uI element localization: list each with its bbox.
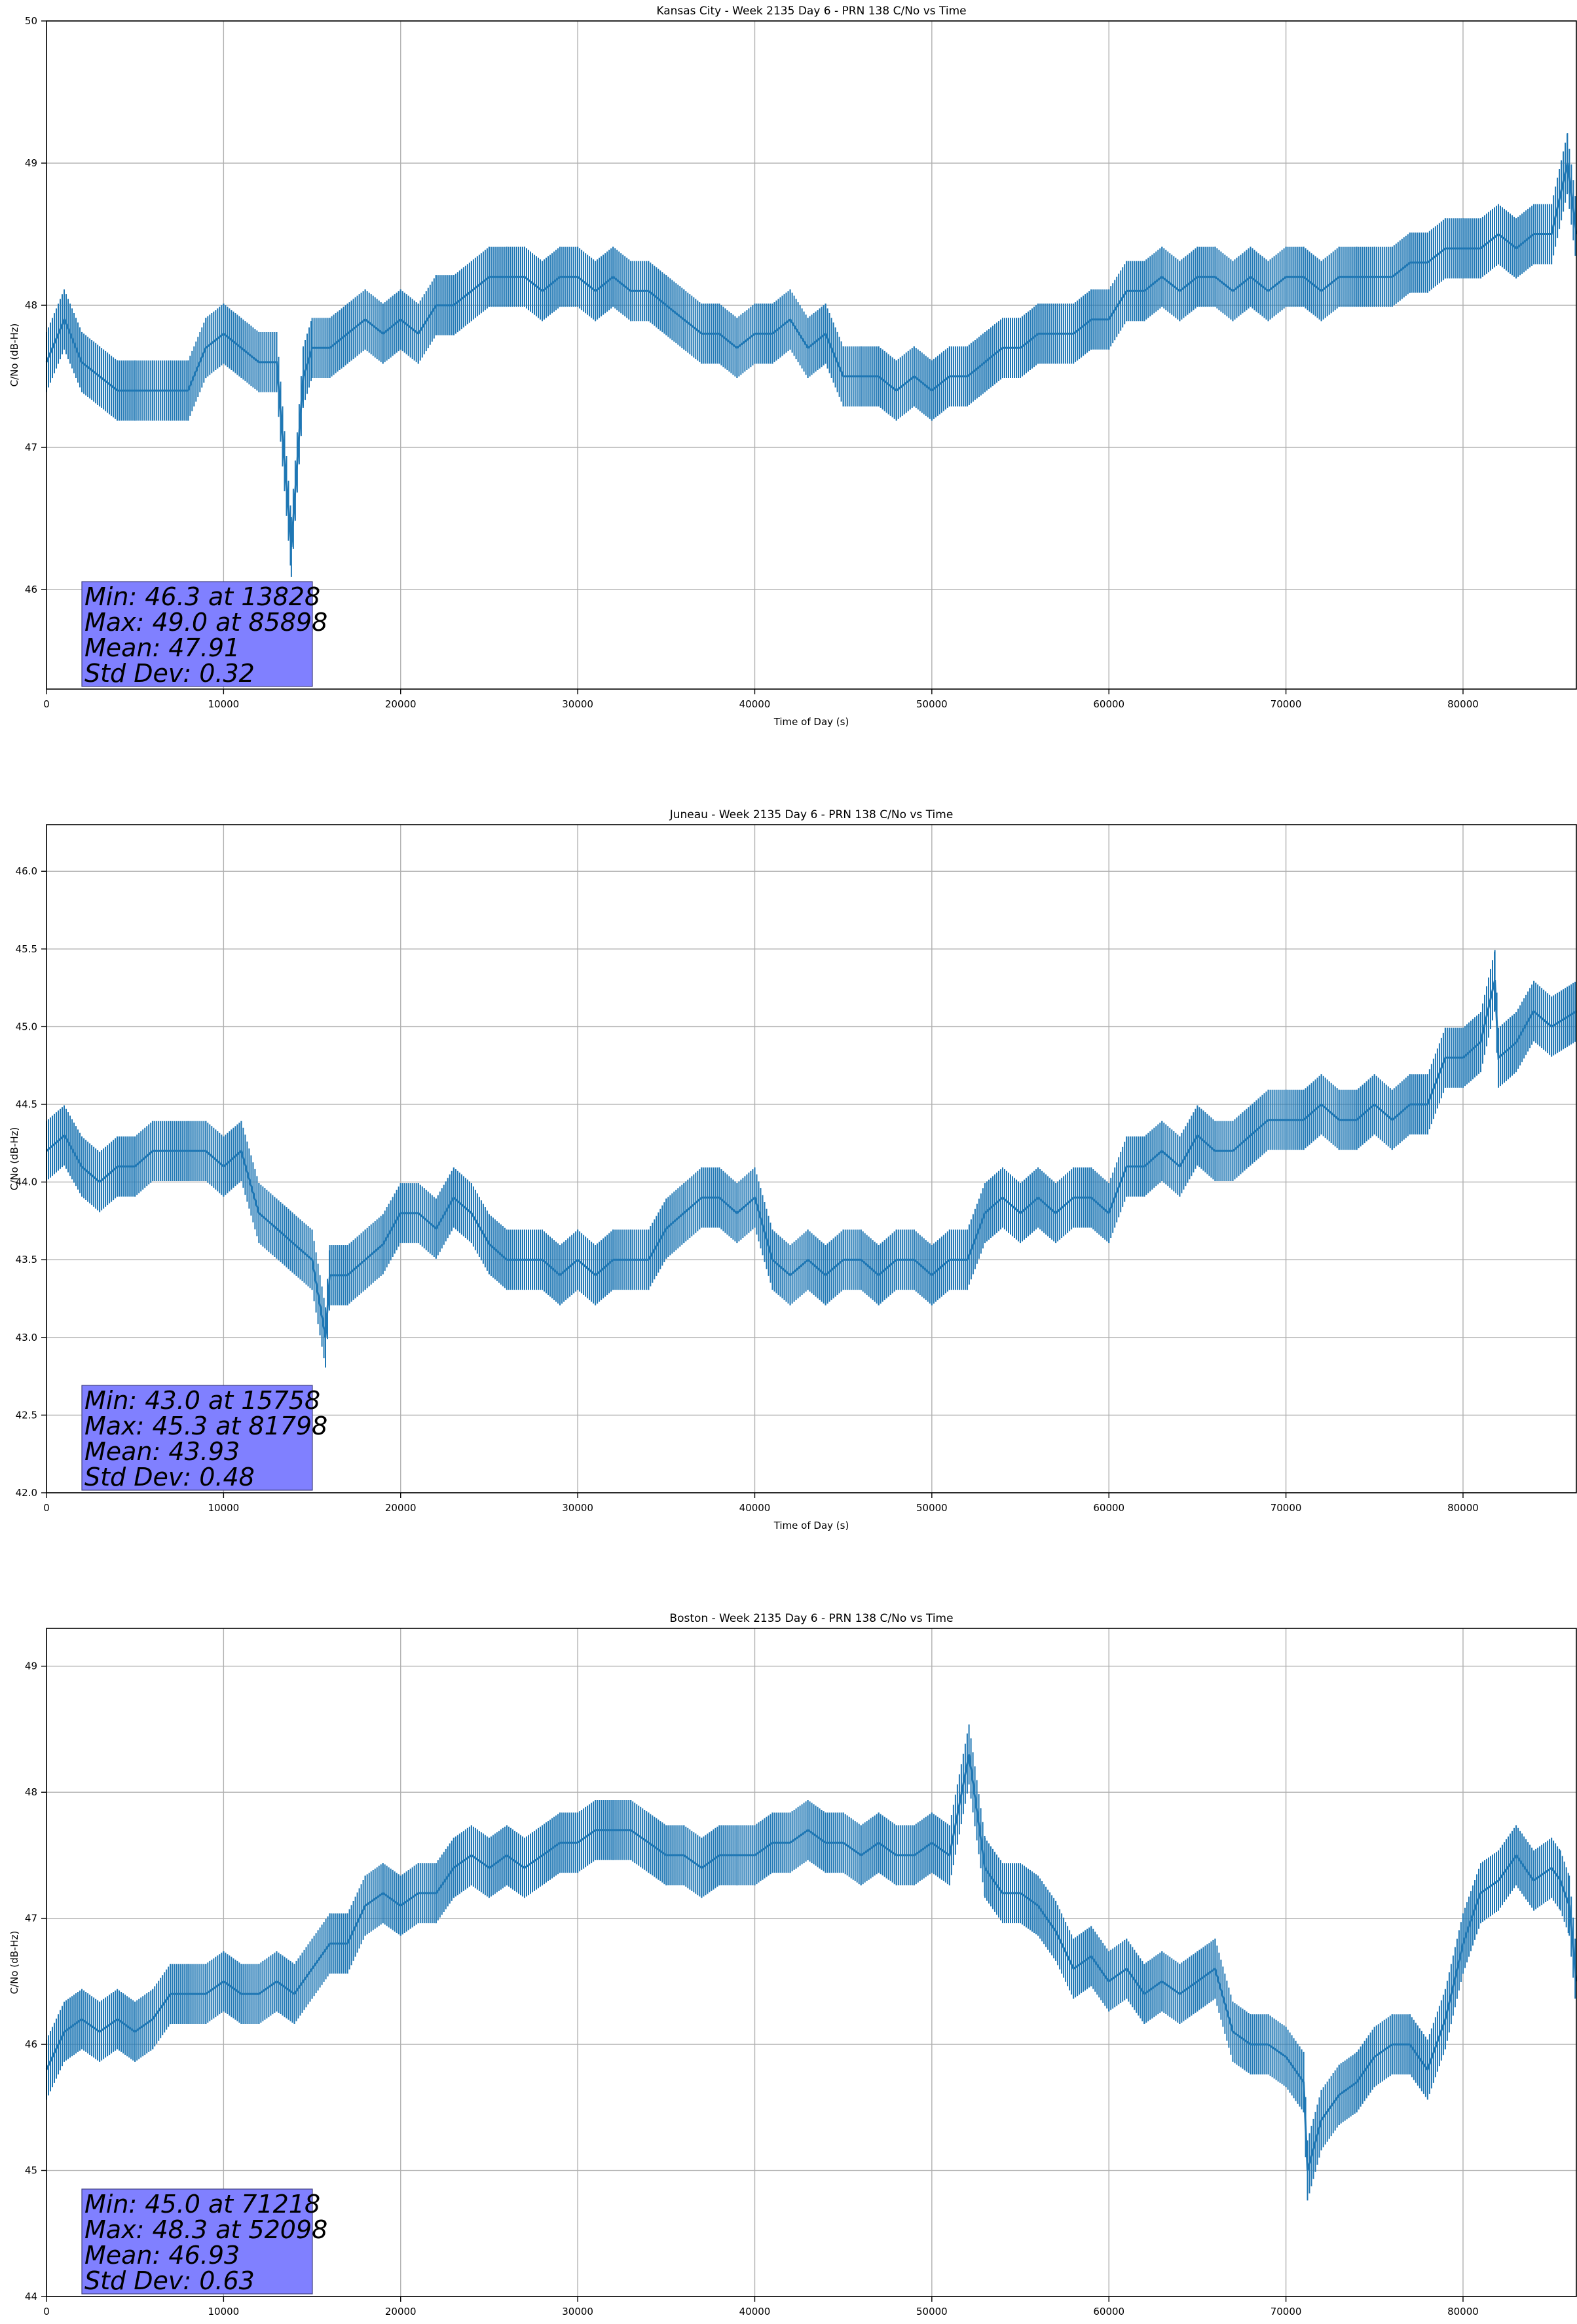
stats-line: Std Dev: 0.32 [84,659,255,688]
chart-panel-3: 0 10000 20000 30000 40000 50000 60000 70000 8000… [9,1612,1577,2324]
x-tick-label: 40000 [739,1502,771,1514]
x-tick-label: 10000 [208,698,240,710]
x-tick-label: 60000 [1093,698,1124,710]
stats-box [81,581,313,687]
axes-frame [46,20,1577,690]
axes-frame [46,824,1577,1493]
y-axis-label: C/No (dB-Hz) [9,324,20,387]
x-tick-label: 40000 [739,2306,771,2317]
stats-line: Max: 49.0 at 85898 [84,608,327,637]
chart-title: Boston - Week 2135 Day 6 - PRN 138 C/No … [669,1612,953,1625]
series-line [45,1754,1577,2171]
stats-line: Std Dev: 0.48 [84,1463,255,1491]
y-tick-label: 50 [25,15,37,27]
y-tick-label: 44 [25,2291,37,2302]
x-tick-label: 60000 [1093,1502,1124,1514]
y-tick-label: 47 [25,1913,37,1924]
x-tick-label: 80000 [1447,2306,1479,2317]
x-tick-label: 20000 [385,2306,417,2317]
y-tick-label: 43.5 [16,1254,37,1265]
x-tick-label: 70000 [1271,1502,1302,1514]
y-axis-label: C/No (dB-Hz) [9,1931,20,1995]
x-tick-label: 80000 [1447,1502,1479,1514]
stats-line: Min: 43.0 at 15758 [84,1386,320,1415]
y-tick-label: 46.0 [16,865,37,877]
y-tick-label: 42.5 [16,1409,37,1421]
y-tick-label: 46 [25,2038,37,2050]
x-tick-label: 70000 [1271,698,1302,710]
y-tick-label: 42.0 [16,1487,37,1499]
x-axis-label: Time of Day (s) [773,716,849,728]
x-tick-label: 30000 [562,2306,593,2317]
plot-area [46,1628,1576,2296]
y-tick-label: 47 [25,441,37,453]
y-tick-label: 44.5 [16,1098,37,1110]
x-tick-label: 70000 [1271,2306,1302,2317]
stats-line: Min: 45.0 at 71218 [84,2190,320,2219]
x-tick-label: 50000 [916,698,948,710]
x-tick-label: 0 [43,698,50,710]
y-tick-label: 45 [25,2165,37,2177]
x-tick-label: 40000 [739,698,771,710]
x-tick-label: 10000 [208,2306,240,2317]
x-axis-label: Time of Day (s) [773,1520,849,1531]
x-tick-label: 60000 [1093,2306,1124,2317]
axes-frame [46,1628,1577,2297]
stats-line: Min: 46.3 at 13828 [84,582,320,611]
stats-box [81,2188,313,2295]
x-tick-label: 20000 [385,1502,417,1514]
series-band [46,950,1576,1368]
chart-title: Juneau - Week 2135 Day 6 - PRN 138 C/No … [669,808,954,821]
y-tick-label: 45.5 [16,943,37,955]
y-tick-label: 44.0 [16,1176,37,1188]
stats-box [81,1385,313,1491]
x-tick-label: 30000 [562,698,593,710]
stats-line: Mean: 43.93 [84,1437,240,1466]
y-axis-label: C/No (dB-Hz) [9,1127,20,1191]
chart-title: Kansas City - Week 2135 Day 6 - PRN 138 … [656,5,966,18]
stats-line: Mean: 46.93 [84,2241,240,2270]
chart-panel-1: 0 10000 20000 30000 40000 50000 60000 70000 8000… [9,5,1577,728]
y-tick-label: 49 [25,1660,37,1672]
y-tick-label: 48 [25,299,37,311]
stats-line: Std Dev: 0.63 [84,2266,255,2295]
y-tick-label: 48 [25,1786,37,1798]
chart-panel-2: 0 10000 20000 30000 40000 50000 60000 70000 8000… [9,808,1577,1531]
stats-line: Mean: 47.91 [84,633,240,662]
y-tick-label: 45.0 [16,1021,37,1032]
plot-area [46,825,1576,1493]
y-tick-label: 43.0 [16,1332,37,1343]
x-tick-label: 50000 [916,1502,948,1514]
x-tick-label: 50000 [916,2306,948,2317]
series-band [46,1724,1576,2201]
y-tick-label: 49 [25,157,37,169]
x-tick-label: 0 [43,1502,50,1514]
x-tick-label: 10000 [208,1502,240,1514]
stats-line: Max: 48.3 at 52098 [84,2215,327,2244]
y-tick-label: 46 [25,584,37,595]
x-tick-label: 80000 [1447,698,1479,710]
stats-line: Max: 45.3 at 81798 [84,1412,327,1440]
x-tick-label: 20000 [385,698,417,710]
x-tick-label: 30000 [562,1502,593,1514]
x-tick-label: 0 [43,2306,50,2317]
